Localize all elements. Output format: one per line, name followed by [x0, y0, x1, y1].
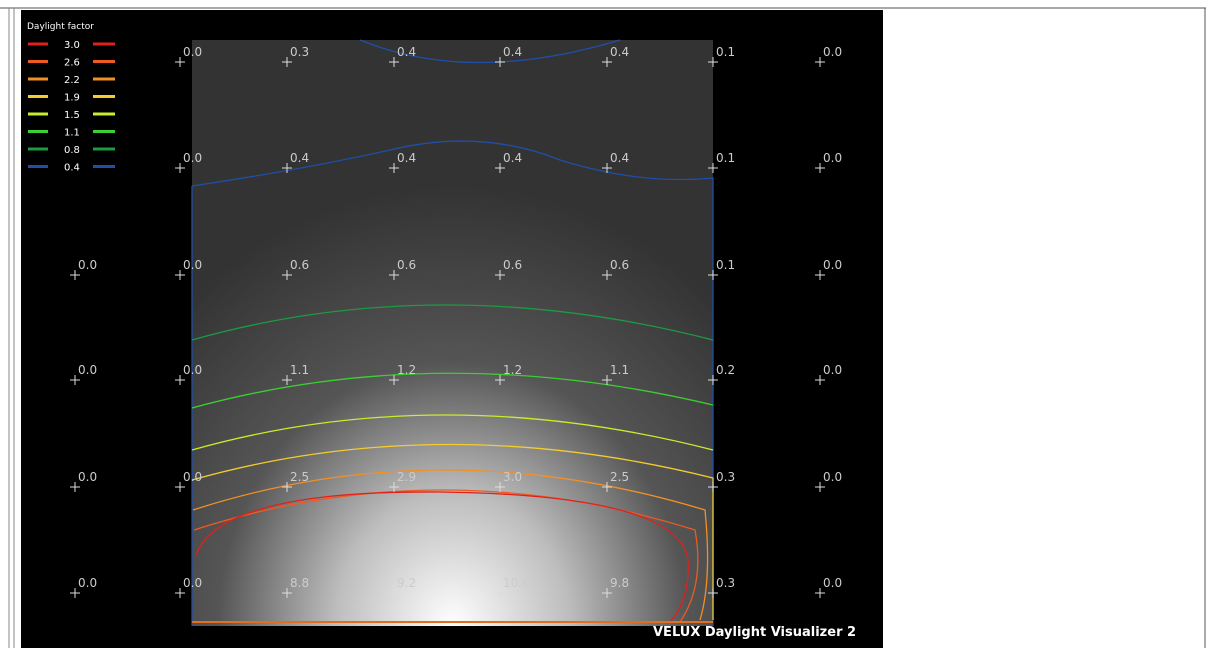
point-value: 8.8	[290, 576, 309, 590]
point-value: 0.3	[290, 45, 309, 59]
point-value: 0.6	[610, 258, 629, 272]
screenshot: Daylight factor VELUX Daylight Visualize…	[0, 0, 1206, 648]
legend-title: Daylight factor	[27, 22, 94, 32]
point-value: 0.0	[183, 470, 202, 484]
point-value: 9.8	[610, 576, 629, 590]
point-value: 0.6	[397, 258, 416, 272]
point-value: 0.0	[823, 258, 842, 272]
point-value: 0.0	[183, 363, 202, 377]
point-value: 0.1	[716, 258, 735, 272]
point-value: 2.5	[610, 470, 629, 484]
point-value: 0.0	[823, 576, 842, 590]
point-value: 10.6	[503, 576, 530, 590]
point-value: 0.0	[78, 470, 97, 484]
legend-label: 1.9	[64, 93, 80, 104]
legend-label: 2.6	[64, 58, 80, 69]
point-value: 0.6	[503, 258, 522, 272]
point-value: 0.0	[78, 258, 97, 272]
point-value: 0.4	[503, 151, 522, 165]
point-value: 0.4	[397, 45, 416, 59]
point-value: 0.0	[78, 363, 97, 377]
point-value: 1.1	[290, 363, 309, 377]
legend-label: 1.1	[64, 128, 80, 139]
point-value: 0.2	[716, 363, 735, 377]
point-value: 1.2	[397, 363, 416, 377]
point-value: 0.4	[290, 151, 309, 165]
point-value: 2.9	[397, 470, 416, 484]
point-value: 0.0	[823, 470, 842, 484]
point-value: 0.0	[183, 576, 202, 590]
point-value: 0.4	[610, 45, 629, 59]
legend-label: 0.4	[64, 163, 80, 174]
room-floor	[192, 40, 713, 626]
point-value: 0.0	[78, 576, 97, 590]
point-value: 0.4	[610, 151, 629, 165]
legend-label: 1.5	[64, 110, 80, 121]
point-value: 1.1	[610, 363, 629, 377]
point-value: 0.4	[503, 45, 522, 59]
point-value: 2.5	[290, 470, 309, 484]
watermark: VELUX Daylight Visualizer 2	[653, 625, 856, 640]
point-value: 0.0	[183, 45, 202, 59]
legend-label: 0.8	[64, 145, 80, 156]
point-value: 1.2	[503, 363, 522, 377]
point-value: 0.1	[716, 151, 735, 165]
point-value: 0.3	[716, 576, 735, 590]
point-value: 0.0	[183, 258, 202, 272]
legend-label: 3.0	[64, 40, 80, 51]
point-value: 0.0	[823, 45, 842, 59]
point-value: 0.3	[716, 470, 735, 484]
point-value: 0.0	[823, 363, 842, 377]
point-value: 3.0	[503, 470, 522, 484]
point-value: 0.6	[290, 258, 309, 272]
legend-label: 2.2	[64, 75, 80, 86]
point-value: 0.0	[183, 151, 202, 165]
point-value: 0.0	[823, 151, 842, 165]
point-value: 0.4	[397, 151, 416, 165]
point-value: 9.2	[397, 576, 416, 590]
point-value: 0.1	[716, 45, 735, 59]
